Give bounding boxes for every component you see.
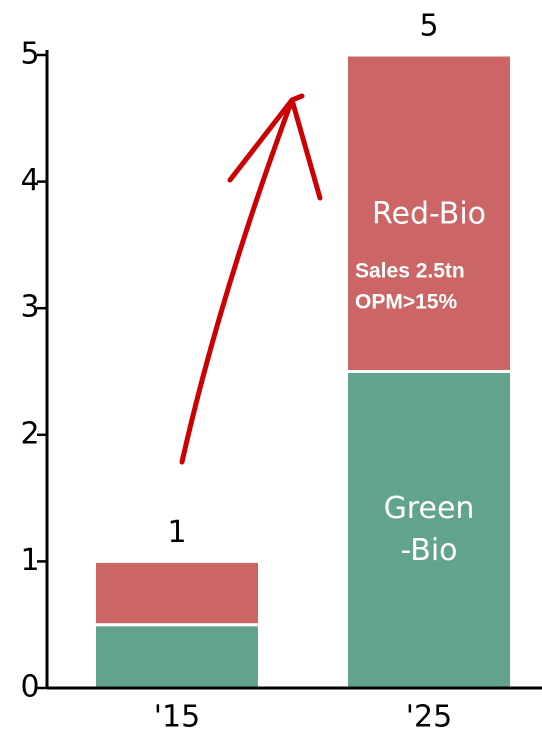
- total-label: 1: [167, 515, 186, 550]
- y-tick-label: 2: [20, 416, 39, 451]
- series-label: Red-Bio: [372, 197, 486, 232]
- y-tick-label: 1: [20, 543, 39, 578]
- series-label: Green -Bio: [347, 488, 512, 572]
- x-tick-label: '15: [154, 700, 200, 734]
- y-tick-label: 0: [20, 670, 39, 705]
- y-tick-label: 5: [20, 37, 39, 72]
- y-tick-label: 3: [20, 290, 39, 325]
- series-label-box: Green -Bio: [347, 488, 512, 578]
- y-tick-label: 4: [20, 163, 39, 198]
- bar-segment: [95, 561, 260, 624]
- chart: 0 1 2 3 4 5 '15 1 '25 5 Green -Bio Red-Bio Sales 2.5…: [0, 0, 542, 734]
- total-label: 5: [419, 9, 438, 44]
- growth-arrow: [182, 96, 320, 462]
- x-tick-label: '25: [406, 700, 452, 734]
- bar-segment: [95, 625, 260, 688]
- annotation: Sales 2.5tn: [355, 260, 465, 283]
- annotation: OPM>15%: [355, 291, 457, 314]
